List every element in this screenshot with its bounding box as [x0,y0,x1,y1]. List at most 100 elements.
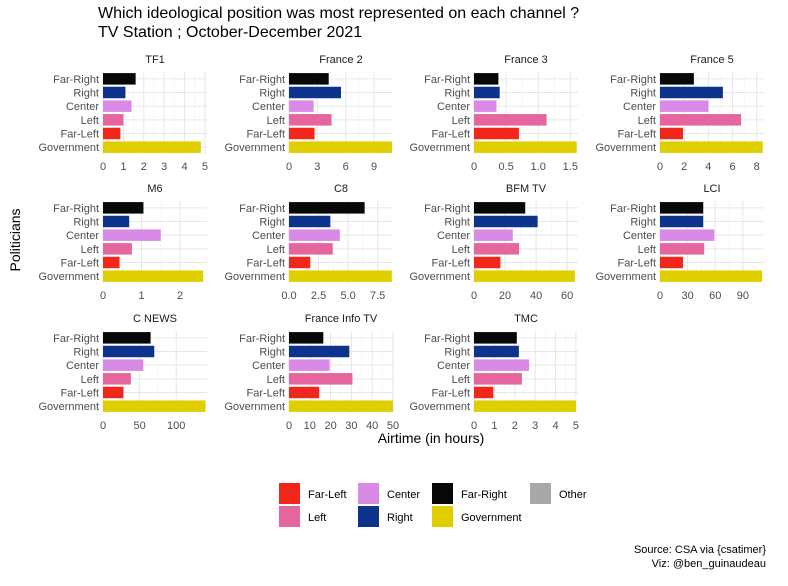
category-label: Government [409,271,470,283]
category-label: Far-Left [60,258,99,270]
x-tick-label: 2 [177,290,183,302]
category-label: Far-Right [239,333,285,345]
x-tick-label: 30 [345,420,357,432]
category-label: Right [73,347,99,359]
x-tick-label: 20 [324,420,336,432]
category-label: Government [409,142,470,154]
x-tick-label: 3 [314,161,320,173]
category-label: Far-Left [246,258,285,270]
bar-left [103,243,132,255]
x-tick-label: 2 [512,420,518,432]
bar-far-left [103,256,120,269]
legend-swatch [358,483,379,504]
panel-title: M6 [147,183,162,195]
bar-right [103,86,126,99]
panel-title: TF1 [145,54,165,66]
legend-item-center: Center [358,483,420,504]
legend-item-far-left: Far-Left [279,483,347,504]
bar-far-left [660,127,683,140]
x-tick-label: 5 [573,420,579,432]
category-label: Far-Right [424,203,470,215]
x-tick-label: 40 [366,420,378,432]
x-tick-label: 30 [681,290,693,302]
category-label: Right [73,217,99,229]
category-label: Far-Left [60,129,99,141]
category-label: Right [444,347,470,359]
x-tick-label: 0 [657,161,663,173]
bar-government [660,270,763,282]
category-label: Center [66,101,99,113]
category-label: Far-Right [239,203,285,215]
bar-center [474,359,530,371]
category-label: Far-Right [424,333,470,345]
bar-government [474,141,577,153]
category-label: Far-Right [239,74,285,86]
bar-government [474,270,575,282]
x-tick-label: 2 [141,161,147,173]
x-tick-label: 1 [120,161,126,173]
category-label: Left [452,244,470,256]
category-label: Center [437,230,470,242]
bar-government [103,400,206,412]
category-label: Left [267,244,285,256]
bar-center [103,229,161,241]
category-label: Right [259,88,285,100]
panel-title: LCI [703,183,720,195]
bar-far-left [289,256,311,269]
x-tick-label: 8 [754,161,760,173]
category-label: Right [444,217,470,229]
x-tick-label: 0 [100,290,106,302]
x-tick-label: 60 [709,290,721,302]
category-label: Far-Right [610,74,656,86]
category-label: Center [66,230,99,242]
bar-right [289,86,341,99]
bar-far-left [103,386,124,399]
chart-subtitle: TV Station ; October-December 2021 [98,24,362,41]
bar-left [474,373,522,385]
category-label: Left [452,115,470,127]
legend-label: Other [559,489,587,501]
x-tick-label: 5.0 [340,290,355,302]
x-tick-label: 2 [681,161,687,173]
category-label: Right [444,88,470,100]
category-label: Center [252,230,285,242]
x-tick-label: 0 [471,420,477,432]
category-label: Center [437,101,470,113]
category-label: Government [38,142,99,154]
bar-far-right [660,202,704,214]
category-label: Right [73,88,99,100]
x-tick-label: 50 [387,420,399,432]
category-label: Government [224,142,285,154]
category-label: Far-Right [53,203,99,215]
category-label: Far-Right [53,74,99,86]
caption-source: Source: CSA via {csatimer} [634,544,766,556]
category-label: Far-Right [53,333,99,345]
x-tick-label: 1 [491,420,497,432]
category-label: Far-Left [246,388,285,400]
caption-viz: Viz: @ben_guinaudeau [652,558,766,570]
legend-item-far-right: Far-Right [432,483,507,504]
category-label: Center [66,360,99,372]
x-tick-label: 0 [286,161,292,173]
x-tick-label: 1.5 [563,161,578,173]
x-tick-label: 0 [286,420,292,432]
bar-center [103,359,144,371]
bar-far-right [289,202,365,214]
panel-title: France 3 [504,54,547,66]
panel-title: France Info TV [305,313,378,325]
x-tick-label: 4 [705,161,711,173]
bar-right [103,215,130,228]
x-tick-label: 4 [182,161,188,173]
category-label: Far-Left [431,129,470,141]
category-label: Left [452,374,470,386]
x-tick-label: 0 [100,420,106,432]
category-label: Far-Left [617,258,656,270]
x-tick-label: 5 [202,161,208,173]
category-label: Far-Right [424,74,470,86]
category-label: Far-Left [431,258,470,270]
